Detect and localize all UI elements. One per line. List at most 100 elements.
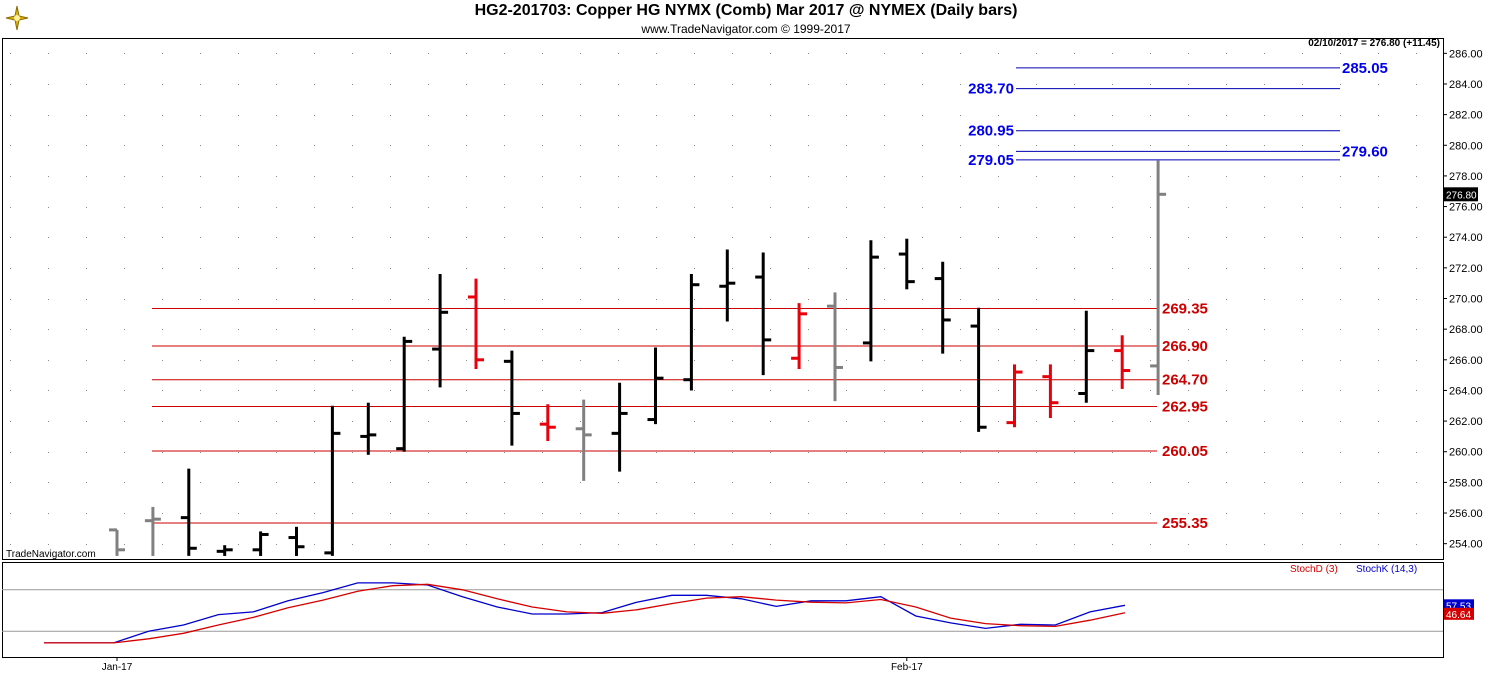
grid-dot (1416, 329, 1417, 330)
grid-dot (732, 84, 733, 85)
grid-dot (124, 513, 125, 514)
grid-dot (618, 268, 619, 269)
grid-dot (314, 421, 315, 422)
grid-dot (732, 145, 733, 146)
grid-dot (1302, 115, 1303, 116)
grid-dot (314, 482, 315, 483)
grid-dot (1150, 329, 1151, 330)
ohlc-bar (611, 382, 628, 472)
grid-dot (922, 482, 923, 483)
grid-dot (694, 421, 695, 422)
grid-dot (1340, 176, 1341, 177)
grid-dot (1340, 421, 1341, 422)
grid-dot (466, 115, 467, 116)
grid-dot (1302, 237, 1303, 238)
grid-dot (1074, 329, 1075, 330)
grid-dot (86, 237, 87, 238)
grid-dot (1036, 482, 1037, 483)
ohlc-bar (539, 404, 556, 442)
y-tick-label: 254.00 (1449, 539, 1483, 551)
grid-dot (1074, 544, 1075, 545)
grid-dot (276, 268, 277, 269)
grid-dot (1188, 145, 1189, 146)
grid-dot (1112, 207, 1113, 208)
grid-dot (808, 513, 809, 514)
grid-dot (314, 299, 315, 300)
grid-dot (1226, 268, 1227, 269)
stoch-d-value: 46.64 (1446, 610, 1471, 621)
grid-dot (618, 207, 619, 208)
grid-dot (922, 421, 923, 422)
grid-dot (1188, 207, 1189, 208)
grid-dot (1264, 329, 1265, 330)
grid-dot (808, 176, 809, 177)
grid-dot (10, 360, 11, 361)
price-grid (10, 53, 1417, 545)
grid-dot (1074, 513, 1075, 514)
grid-dot (884, 53, 885, 54)
grid-dot (48, 421, 49, 422)
grid-dot (846, 513, 847, 514)
grid-dot (542, 299, 543, 300)
ohlc-bar (683, 273, 700, 391)
grid-dot (1302, 513, 1303, 514)
grid-dot (770, 145, 771, 146)
grid-dot (998, 237, 999, 238)
grid-dot (1074, 482, 1075, 483)
grid-dot (1188, 115, 1189, 116)
grid-dot (542, 145, 543, 146)
grid-dot (732, 513, 733, 514)
grid-dot (694, 237, 695, 238)
grid-dot (1378, 482, 1379, 483)
grid-dot (1150, 53, 1151, 54)
grid-dot (618, 360, 619, 361)
grid-dot (618, 299, 619, 300)
grid-dot (884, 360, 885, 361)
grid-dot (846, 237, 847, 238)
grid-dot (200, 237, 201, 238)
grid-dot (960, 482, 961, 483)
grid-dot (86, 176, 87, 177)
grid-dot (238, 176, 239, 177)
grid-dot (428, 482, 429, 483)
grid-dot (390, 53, 391, 54)
grid-dot (1188, 329, 1189, 330)
grid-dot (922, 176, 923, 177)
grid-dot (1302, 360, 1303, 361)
grid-dot (10, 544, 11, 545)
grid-dot (390, 84, 391, 85)
grid-dot (770, 513, 771, 514)
grid-dot (390, 513, 391, 514)
grid-dot (770, 115, 771, 116)
grid-dot (1378, 421, 1379, 422)
grid-dot (542, 268, 543, 269)
grid-dot (1340, 268, 1341, 269)
grid-dot (1378, 299, 1379, 300)
grid-dot (1378, 115, 1379, 116)
grid-dot (770, 176, 771, 177)
grid-dot (86, 544, 87, 545)
grid-dot (884, 513, 885, 514)
grid-dot (808, 544, 809, 545)
grid-dot (1264, 115, 1265, 116)
grid-dot (732, 421, 733, 422)
grid-dot (1150, 207, 1151, 208)
grid-dot (314, 360, 315, 361)
y-tick-label: 280.00 (1449, 140, 1483, 152)
ohlc-bar (503, 350, 520, 446)
grid-dot (1188, 513, 1189, 514)
grid-dot (162, 452, 163, 453)
grid-dot (1150, 176, 1151, 177)
grid-dot (732, 237, 733, 238)
ohlc-bar (432, 273, 449, 388)
grid-dot (998, 544, 999, 545)
grid-dot (1112, 482, 1113, 483)
grid-dot (276, 360, 277, 361)
grid-dot (1264, 299, 1265, 300)
y-tick-label: 284.00 (1449, 79, 1483, 91)
grid-dot (1302, 53, 1303, 54)
grid-dot (1036, 145, 1037, 146)
grid-dot (352, 390, 353, 391)
grid-dot (542, 544, 543, 545)
grid-dot (314, 452, 315, 453)
